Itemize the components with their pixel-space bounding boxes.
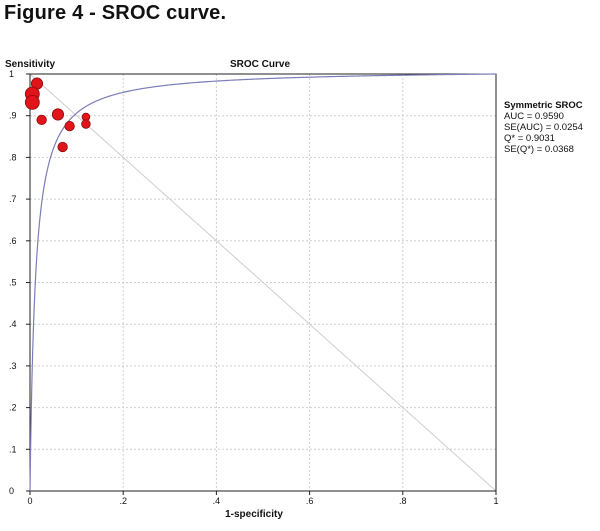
x-axis-label: 1-specificity — [225, 509, 283, 520]
y-tick-label: .6 — [9, 236, 17, 246]
x-tick-label: .2 — [119, 496, 127, 506]
study-point — [36, 114, 47, 126]
x-tick-label: 0 — [27, 496, 32, 506]
diagonal-reference-line — [29, 73, 497, 492]
y-tick-label: 0 — [9, 486, 14, 496]
sroc-curve-line — [29, 73, 497, 491]
legend-stat: SE(Q*) = 0.0368 — [504, 144, 574, 155]
y-tick-label: .4 — [9, 319, 17, 329]
y-tick-label: .7 — [9, 194, 17, 204]
study-points — [24, 77, 91, 153]
study-point — [81, 119, 91, 129]
chart-title: SROC Curve — [230, 59, 290, 70]
x-axis-ticks: 0 .2 .4 .6 .8 1 — [27, 491, 499, 506]
x-tick-label: .6 — [306, 496, 314, 506]
legend-stat: Q* = 0.9031 — [504, 133, 555, 144]
study-point — [24, 94, 40, 110]
x-tick-label: 1 — [493, 496, 498, 506]
study-point — [64, 120, 75, 132]
y-tick-label: .5 — [9, 278, 17, 288]
grid-lines — [30, 74, 496, 491]
y-tick-label: 1 — [9, 69, 14, 79]
y-tick-label: .8 — [9, 152, 17, 162]
y-tick-label: .3 — [9, 361, 17, 371]
y-axis-ticks: 0 .1 .2 .3 .4 .5 .6 .7 .8 .9 1 — [9, 69, 30, 496]
study-point — [51, 108, 65, 121]
y-tick-label: .1 — [9, 444, 17, 454]
x-tick-label: .4 — [213, 496, 221, 506]
y-axis-label: Sensitivity — [5, 59, 55, 70]
plot-area: 0 .2 .4 .6 .8 1 0 .1 .2 .3 .4 .5 .6 .7 .8 .9 1 — [9, 69, 499, 506]
y-tick-label: .9 — [9, 111, 17, 121]
legend-title: Symmetric SROC — [504, 100, 583, 111]
y-tick-label: .2 — [9, 403, 17, 413]
x-tick-label: .8 — [399, 496, 407, 506]
legend-stat: AUC = 0.9590 — [504, 111, 564, 122]
legend-stat: SE(AUC) = 0.0254 — [504, 122, 583, 133]
figure-title: Figure 4 - SROC curve. — [4, 2, 227, 24]
study-point — [57, 141, 68, 153]
